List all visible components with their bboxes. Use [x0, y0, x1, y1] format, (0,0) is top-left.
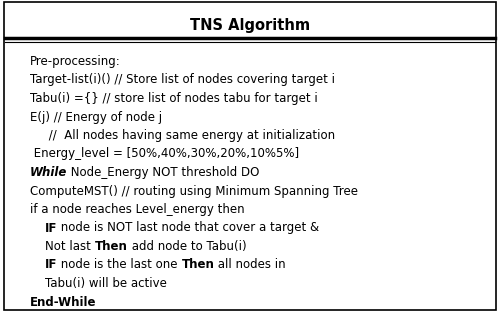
- Text: node is NOT last node that cover a target &: node is NOT last node that cover a targe…: [58, 222, 320, 234]
- Text: Then: Then: [94, 240, 128, 253]
- Text: Not last: Not last: [30, 240, 94, 253]
- Text: Tabu(i) ={} // store list of nodes tabu for target i: Tabu(i) ={} // store list of nodes tabu …: [30, 92, 318, 105]
- Text: node is the last one: node is the last one: [58, 259, 182, 271]
- Text: Node_Energy NOT threshold DO: Node_Energy NOT threshold DO: [68, 166, 260, 179]
- Text: all nodes in: all nodes in: [214, 259, 286, 271]
- Text: End-While: End-While: [30, 295, 96, 309]
- Text: Tabu(i) will be active: Tabu(i) will be active: [30, 277, 167, 290]
- Text: ComputeMST() // routing using Minimum Spanning Tree: ComputeMST() // routing using Minimum Sp…: [30, 184, 358, 198]
- Text: IF: IF: [45, 222, 58, 234]
- Text: Then: Then: [182, 259, 214, 271]
- Text: //  All nodes having same energy at initialization: // All nodes having same energy at initi…: [30, 129, 335, 142]
- Text: IF: IF: [45, 259, 58, 271]
- Text: add node to Tabu(i): add node to Tabu(i): [128, 240, 246, 253]
- Text: Target-list(i)() // Store list of nodes covering target i: Target-list(i)() // Store list of nodes …: [30, 74, 335, 86]
- Text: Pre-processing:: Pre-processing:: [30, 55, 121, 68]
- Text: E(j) // Energy of node j: E(j) // Energy of node j: [30, 110, 162, 124]
- Text: TNS Algorithm: TNS Algorithm: [190, 18, 310, 33]
- Text: if a node reaches Level_energy then: if a node reaches Level_energy then: [30, 203, 244, 216]
- Text: While: While: [30, 166, 68, 179]
- Text: Energy_level = [50%,40%,30%,20%,10%5%]: Energy_level = [50%,40%,30%,20%,10%5%]: [30, 147, 299, 161]
